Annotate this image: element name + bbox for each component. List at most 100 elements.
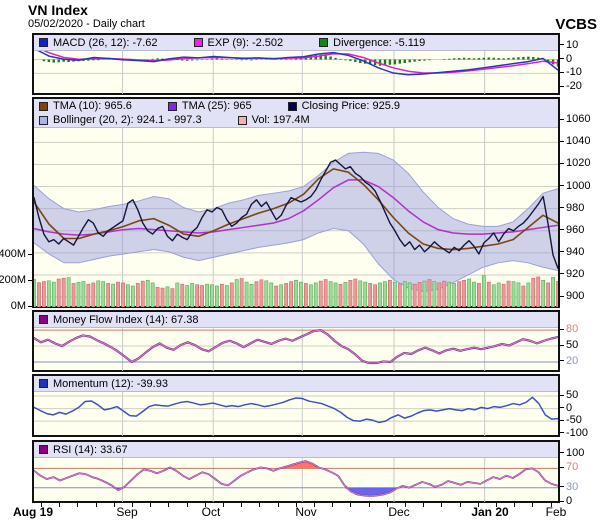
rsi-legend: RSI (14): 33.67 xyxy=(39,444,128,456)
mfi-axis-label-50: 50 xyxy=(560,339,578,351)
date-tick xyxy=(150,503,152,507)
date-tick xyxy=(41,503,42,507)
price-axis-label-1000: 1000 xyxy=(560,180,590,192)
x-axis-label-aug-19: Aug 19 xyxy=(12,505,54,519)
price-axis-label-920: 920 xyxy=(560,268,584,280)
price-axis-label-960: 960 xyxy=(560,224,584,236)
rsi-panel: RSI (14): 33.67 xyxy=(32,440,560,503)
macd-legend: MACD (26, 12): -7.62 EXP (9): -2.502 Diver… xyxy=(34,35,558,51)
macd-legend-text: MACD (26, 12): -7.62 xyxy=(53,36,158,49)
mfi-axis-label-80: 80 xyxy=(560,323,578,335)
price-plot xyxy=(34,128,558,307)
bollinger-legend-swatch-icon xyxy=(39,115,48,125)
date-tick xyxy=(405,503,406,507)
momentum-plot xyxy=(34,392,558,436)
tma25-legend-text: TMA (25): 965 xyxy=(181,100,252,112)
date-tick xyxy=(459,503,461,507)
date-tick xyxy=(514,503,516,507)
page-title: VN Index xyxy=(28,2,88,18)
tma10-legend-text: TMA (10): 965.6 xyxy=(53,100,132,112)
tma10-line xyxy=(34,168,558,251)
mfi-legend-swatch-icon xyxy=(39,315,48,324)
closing-price-legend: Closing Price: 925.9 xyxy=(287,100,401,112)
date-tick xyxy=(441,503,443,507)
volume-axis-label-200M: 200M xyxy=(0,274,32,286)
divergence-legend: Divergence: -5.119 xyxy=(319,37,425,49)
momentum-axis-label--100: -100 xyxy=(560,427,588,439)
date-tick xyxy=(132,503,133,507)
momentum-legend: Momentum (12): -39.93 xyxy=(34,376,558,392)
macd-axis-label--20: -20 xyxy=(560,80,582,92)
volume-legend-text: Vol: 197.4M xyxy=(251,114,310,126)
divergence-legend-text: Divergence: -5.119 xyxy=(333,36,426,49)
volume-bars xyxy=(34,275,558,307)
x-axis-label-jan-20: Jan 20 xyxy=(471,505,509,519)
closing-price-legend-swatch-icon xyxy=(287,101,297,111)
date-tick xyxy=(496,503,497,507)
volume-legend-swatch-icon xyxy=(237,115,247,125)
date-tick xyxy=(223,503,224,507)
price-axis-label-1060: 1060 xyxy=(560,113,590,125)
date-tick xyxy=(477,503,479,507)
price-axis-label-1020: 1020 xyxy=(560,157,590,169)
date-tick xyxy=(77,503,79,507)
date-tick xyxy=(314,503,315,507)
momentum-legend-text: Momentum (12): -39.93 xyxy=(53,377,168,390)
mfi-legend: Money Flow Index (14): 67.38 xyxy=(39,314,199,326)
date-tick xyxy=(277,503,279,507)
rsi-axis-label-100: 100 xyxy=(560,447,584,459)
date-tick xyxy=(386,503,388,507)
macd-legend-swatch-icon xyxy=(39,38,48,47)
momentum-legend: Momentum (12): -39.93 xyxy=(39,378,168,390)
mfi-line xyxy=(34,329,558,365)
divergence-legend-swatch-icon xyxy=(319,38,329,47)
date-tick xyxy=(368,503,370,507)
date-tick xyxy=(532,503,534,507)
momentum-panel: Momentum (12): -39.93 xyxy=(32,374,560,437)
bollinger-legend: Bollinger (20, 2): 924.1 - 997.3 xyxy=(39,114,202,126)
bollinger-band xyxy=(34,152,558,292)
close-price-line xyxy=(34,159,558,270)
momentum-legend-swatch-icon xyxy=(39,379,48,388)
tma25-legend: TMA (25): 965 xyxy=(167,100,252,112)
x-axis-label-feb: Feb xyxy=(545,505,567,519)
rsi-legend-text: RSI (14): 33.67 xyxy=(53,443,128,456)
momentum-axis-label-0: 0 xyxy=(560,402,572,414)
price-axis-label-1040: 1040 xyxy=(560,135,590,147)
volume-axis-label-400M: 400M xyxy=(0,248,32,260)
macd-line xyxy=(37,51,558,76)
date-tick xyxy=(241,503,243,507)
macd-legend: MACD (26, 12): -7.62 xyxy=(39,37,158,49)
momentum-axis-label--50: -50 xyxy=(560,414,582,426)
tma10-legend-swatch-icon xyxy=(39,101,48,111)
exp-legend-text: EXP (9): -2.502 xyxy=(207,36,284,49)
date-tick xyxy=(59,503,61,507)
bollinger-legend-text: Bollinger (20, 2): 924.1 - 997.3 xyxy=(53,114,202,126)
rsi-axis-label-30: 30 xyxy=(560,481,578,493)
date-tick xyxy=(204,503,206,507)
exp-line xyxy=(43,51,558,74)
x-axis-label-nov: Nov xyxy=(295,505,317,519)
rsi-axis-label-0: 0 xyxy=(560,495,572,507)
closing-price-legend-text: Closing Price: 925.9 xyxy=(301,100,401,112)
macd-axis-label--10: -10 xyxy=(560,66,582,78)
brand-logo: VCBS xyxy=(555,16,597,33)
rsi-legend-swatch-icon xyxy=(39,445,48,454)
date-tick xyxy=(259,503,261,507)
mfi-legend: Money Flow Index (14): 67.38 xyxy=(34,312,558,328)
date-tick xyxy=(423,503,425,507)
date-tick xyxy=(168,503,170,507)
price-panel: TMA (10): 965.6 TMA (25): 965 Closing Pric… xyxy=(32,97,560,308)
date-tick xyxy=(550,503,552,507)
price-axis-label-900: 900 xyxy=(560,290,584,302)
date-tick xyxy=(350,503,352,507)
exp-legend: EXP (9): -2.502 xyxy=(193,36,284,49)
rsi-axis-label-70: 70 xyxy=(560,461,578,473)
x-axis-label-dec: Dec xyxy=(388,505,410,519)
date-tick xyxy=(295,503,297,507)
tma25-legend-swatch-icon xyxy=(167,101,177,111)
tma10-legend: TMA (10): 965.6 xyxy=(39,100,132,112)
rsi-legend: RSI (14): 33.67 xyxy=(34,442,558,458)
exp-legend-swatch-icon xyxy=(193,38,203,47)
